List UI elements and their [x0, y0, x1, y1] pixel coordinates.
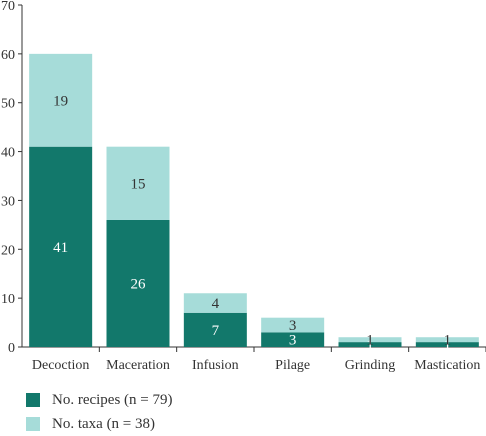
- legend-swatch-recipes: [26, 393, 40, 407]
- y-tick-label: 20: [1, 243, 15, 258]
- data-label-recipes: 41: [53, 240, 68, 256]
- legend-swatch-taxa: [26, 417, 40, 431]
- data-label-taxa: 1: [366, 333, 374, 349]
- data-label-taxa: 19: [53, 93, 68, 109]
- data-label-taxa: 15: [131, 176, 146, 192]
- y-tick-label: 50: [1, 97, 15, 112]
- bar-segment-taxa: [183, 293, 247, 313]
- legend-label-recipes: No. recipes (n = 79): [52, 391, 173, 408]
- data-label-recipes: 3: [289, 333, 297, 349]
- bar-segment-taxa: [261, 317, 325, 333]
- y-axis: 0 10 20 30 40 50 60 70: [1, 0, 23, 356]
- bar-segment-taxa: [29, 53, 93, 147]
- y-tick-label: 60: [1, 48, 15, 63]
- legend-item-taxa: No. taxa (n = 38): [26, 412, 173, 436]
- legend: No. recipes (n = 79) No. taxa (n = 38): [26, 388, 173, 436]
- y-tick-label: 30: [1, 194, 15, 209]
- x-category-label: Mastication: [414, 358, 480, 373]
- bars: [29, 53, 479, 347]
- data-label-taxa: 3: [289, 318, 297, 334]
- data-label-recipes: 26: [131, 276, 147, 292]
- x-category-label: Pilage: [275, 358, 310, 373]
- x-category-label: Infusion: [192, 358, 239, 373]
- bar-segment-recipes: [183, 312, 247, 347]
- legend-item-recipes: No. recipes (n = 79): [26, 388, 173, 412]
- y-tick-label: 70: [1, 0, 15, 14]
- bar-segment-recipes: [29, 146, 93, 347]
- y-tick-label: 0: [8, 341, 15, 356]
- bar-segment-recipes: [415, 342, 479, 347]
- x-axis: Decoction Maceration Infusion Pilage Grindin…: [22, 346, 486, 373]
- x-category-label: Maceration: [106, 358, 170, 373]
- y-tick-label: 10: [1, 292, 15, 307]
- bar-segment-recipes: [261, 332, 325, 347]
- y-tick-label: 40: [1, 146, 15, 161]
- data-label-taxa: 1: [444, 333, 452, 349]
- bar-segment-taxa: [415, 337, 479, 343]
- data-label-taxa: 4: [212, 296, 220, 312]
- bar-segment-recipes: [106, 219, 170, 347]
- data-label-recipes: 7: [212, 323, 220, 339]
- bar-segment-recipes: [338, 342, 402, 347]
- x-category-label: Grinding: [345, 358, 396, 373]
- bar-segment-taxa: [106, 146, 170, 220]
- data-label-recipes: 1: [444, 338, 452, 354]
- bar-segment-taxa: [338, 337, 402, 343]
- legend-label-taxa: No. taxa (n = 38): [52, 415, 156, 432]
- x-category-label: Decoction: [32, 358, 90, 373]
- data-label-recipes: 1: [366, 338, 374, 354]
